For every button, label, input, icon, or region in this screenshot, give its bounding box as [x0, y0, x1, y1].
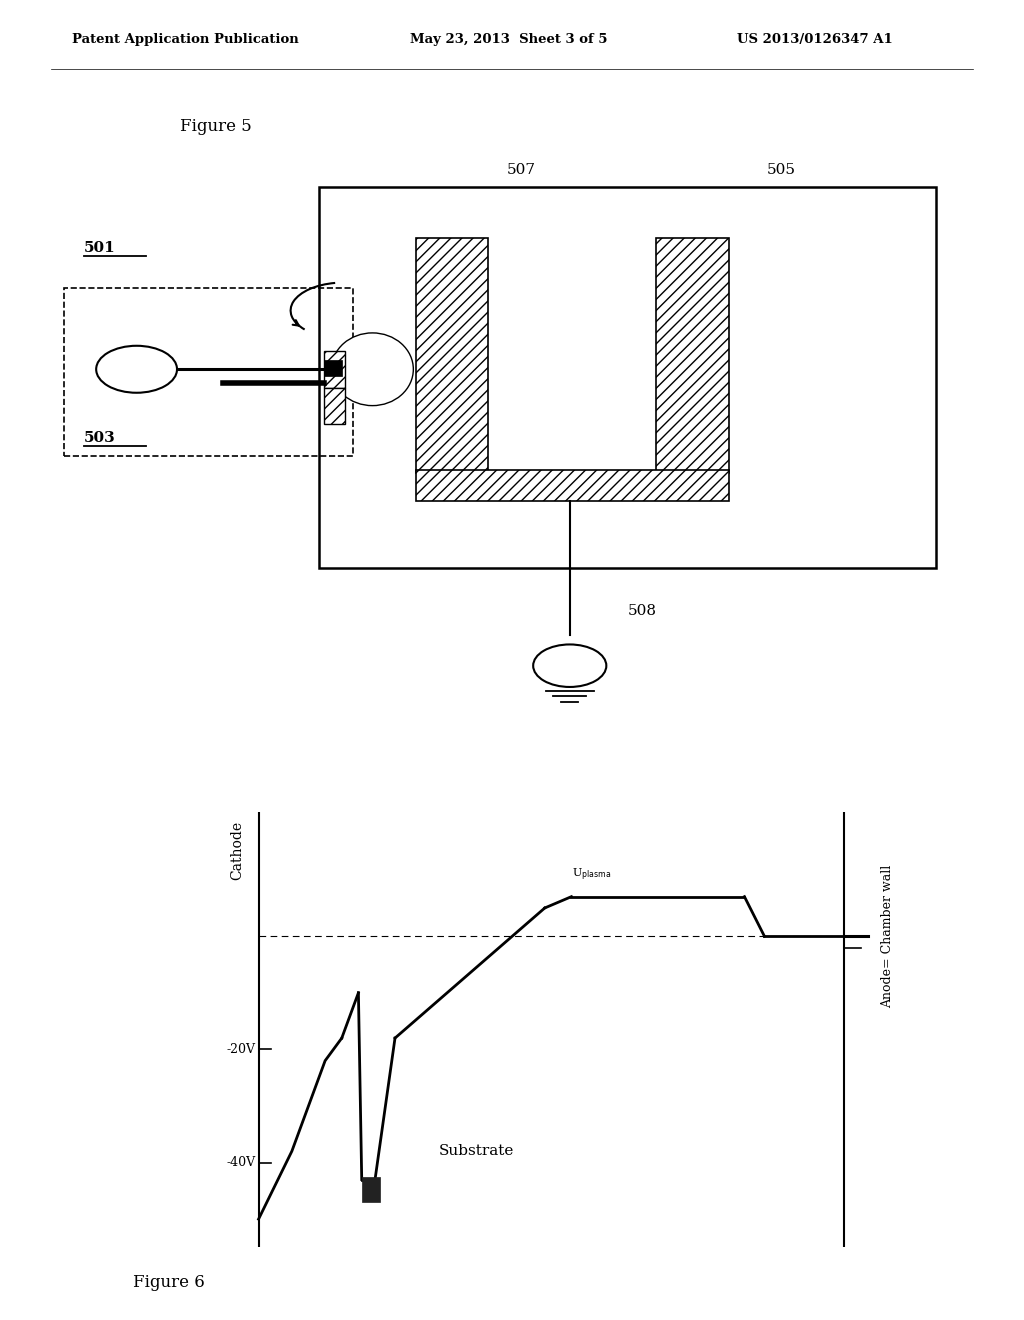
Text: Patent Application Publication: Patent Application Publication — [72, 33, 298, 46]
Bar — [416, 238, 488, 473]
Text: 507: 507 — [507, 162, 537, 177]
Text: 508: 508 — [628, 605, 656, 618]
Text: 505: 505 — [767, 162, 796, 177]
Text: -40V: -40V — [226, 1156, 255, 1170]
Text: Figure 5: Figure 5 — [180, 117, 252, 135]
Text: Anode= Chamber wall: Anode= Chamber wall — [881, 865, 894, 1008]
Bar — [325, 360, 342, 376]
Text: US 2013/0126347 A1: US 2013/0126347 A1 — [737, 33, 893, 46]
Bar — [65, 288, 353, 455]
Bar — [325, 388, 345, 424]
Text: Figure 6: Figure 6 — [133, 1274, 205, 1291]
Bar — [325, 351, 345, 388]
Bar — [361, 1176, 380, 1203]
Text: May 23, 2013  Sheet 3 of 5: May 23, 2013 Sheet 3 of 5 — [410, 33, 607, 46]
Text: -20V: -20V — [226, 1043, 255, 1056]
Ellipse shape — [332, 333, 414, 405]
Text: 503: 503 — [84, 430, 116, 445]
Circle shape — [96, 346, 177, 393]
Bar — [416, 470, 729, 500]
Text: U$_{\sf plasma}$: U$_{\sf plasma}$ — [571, 866, 611, 883]
Bar — [656, 238, 729, 473]
Text: Cathode: Cathode — [230, 821, 245, 879]
Text: Substrate: Substrate — [438, 1144, 514, 1158]
Text: 501: 501 — [84, 240, 116, 255]
Circle shape — [534, 644, 606, 686]
Bar — [319, 187, 936, 568]
